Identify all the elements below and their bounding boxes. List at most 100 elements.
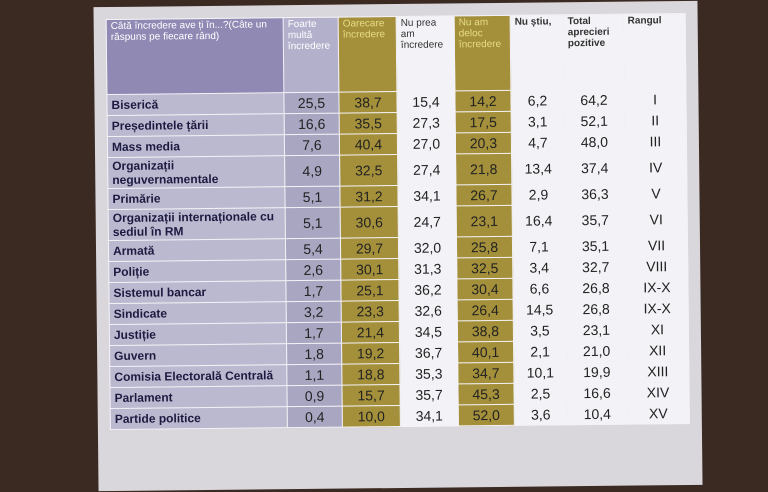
cell: 15,7 bbox=[341, 384, 401, 407]
cell: 1,7 bbox=[285, 280, 342, 302]
cell: 35,5 bbox=[339, 112, 398, 135]
cell: 4,7 bbox=[511, 131, 565, 154]
cell: 34,7 bbox=[457, 362, 514, 384]
cell: 2,1 bbox=[513, 340, 567, 363]
cell: 36,7 bbox=[399, 341, 458, 364]
cell: 2,9 bbox=[511, 183, 566, 206]
cell: 21,8 bbox=[455, 153, 512, 185]
row-label: Organizații neguvernamentale bbox=[107, 155, 285, 189]
cell: 7,1 bbox=[512, 235, 566, 258]
cell: 16,6 bbox=[566, 382, 628, 404]
cell: III bbox=[624, 130, 687, 153]
cell: 25,5 bbox=[283, 92, 340, 114]
cell: 0,4 bbox=[287, 406, 343, 428]
cell: 13,4 bbox=[511, 152, 565, 185]
cell: 64,2 bbox=[563, 89, 625, 111]
cell: 24,7 bbox=[398, 205, 457, 238]
cell: 5,1 bbox=[284, 186, 341, 208]
cell: 30,1 bbox=[340, 258, 399, 281]
cell: 23,1 bbox=[456, 205, 513, 237]
cell: II bbox=[624, 109, 687, 132]
cell: 52,1 bbox=[564, 110, 625, 132]
cell: 25,1 bbox=[340, 279, 400, 302]
row-label: Sistemul bancar bbox=[108, 280, 287, 304]
cell: 21,4 bbox=[341, 321, 400, 344]
cell: 3,1 bbox=[511, 110, 565, 133]
cell: 52,0 bbox=[458, 404, 515, 426]
row-label: Organizații internaționale cu sediul în … bbox=[108, 207, 286, 241]
cell: 3,4 bbox=[512, 256, 566, 279]
cell: XV bbox=[627, 402, 690, 425]
cell: 3,5 bbox=[513, 319, 567, 342]
row-label: Primărie bbox=[107, 186, 286, 210]
cell: 30,4 bbox=[456, 278, 514, 300]
cell: 16,6 bbox=[284, 113, 340, 135]
cell: 23,3 bbox=[341, 300, 400, 323]
cell: 34,1 bbox=[400, 404, 459, 427]
column-header: Nu știu, bbox=[510, 14, 564, 91]
cell: 1,7 bbox=[286, 322, 342, 344]
cell: 2,5 bbox=[513, 382, 568, 405]
column-header: Nu prea am încredere bbox=[396, 15, 455, 92]
cell: 32,7 bbox=[565, 256, 626, 278]
cell: 20,3 bbox=[455, 132, 512, 154]
cell: 35,1 bbox=[565, 235, 626, 257]
cell: 32,0 bbox=[398, 236, 457, 259]
cell: 2,6 bbox=[285, 259, 341, 281]
cell: IX-X bbox=[625, 276, 689, 299]
cell: 31,2 bbox=[339, 185, 399, 208]
cell: 4,9 bbox=[284, 155, 340, 187]
cell: IX-X bbox=[626, 297, 689, 320]
cell: I bbox=[623, 88, 687, 111]
row-label: Președintele țării bbox=[107, 113, 285, 137]
cell: 35,7 bbox=[399, 383, 459, 406]
cell: 23,1 bbox=[566, 319, 627, 341]
cell: 38,7 bbox=[338, 91, 398, 114]
cell: 48,0 bbox=[564, 131, 625, 153]
cell: 3,2 bbox=[286, 301, 342, 323]
cell: 6,6 bbox=[512, 277, 567, 300]
cell: XIII bbox=[626, 360, 689, 383]
cell: 26,8 bbox=[566, 298, 627, 320]
row-label: Mass media bbox=[107, 134, 285, 158]
cell: 5,4 bbox=[285, 238, 341, 260]
cell: 27,0 bbox=[397, 132, 456, 155]
cell: 35,7 bbox=[565, 204, 626, 236]
row-label: Comisia Electorală Centrală bbox=[109, 364, 287, 388]
cell: 6,2 bbox=[510, 89, 565, 112]
cell: 10,1 bbox=[513, 361, 567, 384]
row-label: Armată bbox=[108, 238, 286, 262]
cell: 35,3 bbox=[399, 362, 458, 385]
row-label: Poliție bbox=[108, 259, 286, 283]
cell: V bbox=[624, 182, 688, 205]
cell: 31,3 bbox=[398, 257, 457, 280]
cell: 32,5 bbox=[456, 257, 513, 279]
table-body: Biserică 25,5 38,7 15,4 14,2 6,2 64,2 I Președin… bbox=[106, 88, 690, 430]
cell: 25,8 bbox=[456, 236, 513, 258]
cell: 36,2 bbox=[398, 278, 458, 301]
row-label: Sindicate bbox=[109, 301, 287, 325]
cell: 10,4 bbox=[567, 403, 628, 425]
column-header: Total aprecieri pozitive bbox=[563, 14, 624, 90]
cell: 17,5 bbox=[455, 111, 512, 133]
row-label: Guvern bbox=[109, 343, 287, 367]
cell: 19,2 bbox=[341, 342, 400, 365]
cell: XII bbox=[626, 339, 689, 362]
cell: 26,7 bbox=[455, 184, 513, 206]
cell: 21,0 bbox=[566, 340, 627, 362]
cell: 14,5 bbox=[513, 298, 567, 321]
cell: 29,7 bbox=[340, 237, 399, 260]
cell: 34,1 bbox=[397, 184, 457, 207]
cell: 7,6 bbox=[284, 134, 340, 156]
cell: 30,6 bbox=[340, 206, 399, 239]
cell: 1,8 bbox=[286, 343, 342, 365]
cell: 26,4 bbox=[457, 299, 514, 321]
cell: 26,8 bbox=[565, 277, 627, 299]
cell: 32,6 bbox=[399, 299, 458, 322]
cell: IV bbox=[624, 151, 687, 184]
cell: 40,4 bbox=[339, 133, 398, 156]
cell: 15,4 bbox=[396, 90, 456, 113]
cell: 0,9 bbox=[286, 385, 343, 407]
cell: 36,3 bbox=[564, 183, 626, 205]
